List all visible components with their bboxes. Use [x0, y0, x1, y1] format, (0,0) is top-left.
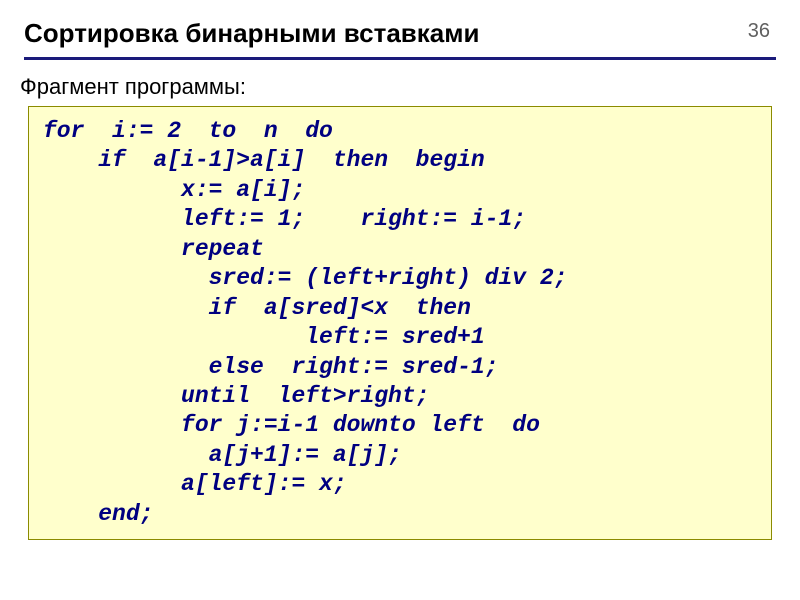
subtitle: Фрагмент программы:: [20, 74, 776, 100]
page-title: Сортировка бинарными вставками: [24, 18, 479, 49]
header-row: Сортировка бинарными вставками 36: [24, 18, 776, 49]
title-rule: [24, 57, 776, 60]
page-number: 36: [748, 20, 770, 43]
code-block: for i:= 2 to n do if a[i-1]>a[i] then be…: [28, 106, 772, 540]
slide: Сортировка бинарными вставками 36 Фрагме…: [0, 0, 800, 600]
